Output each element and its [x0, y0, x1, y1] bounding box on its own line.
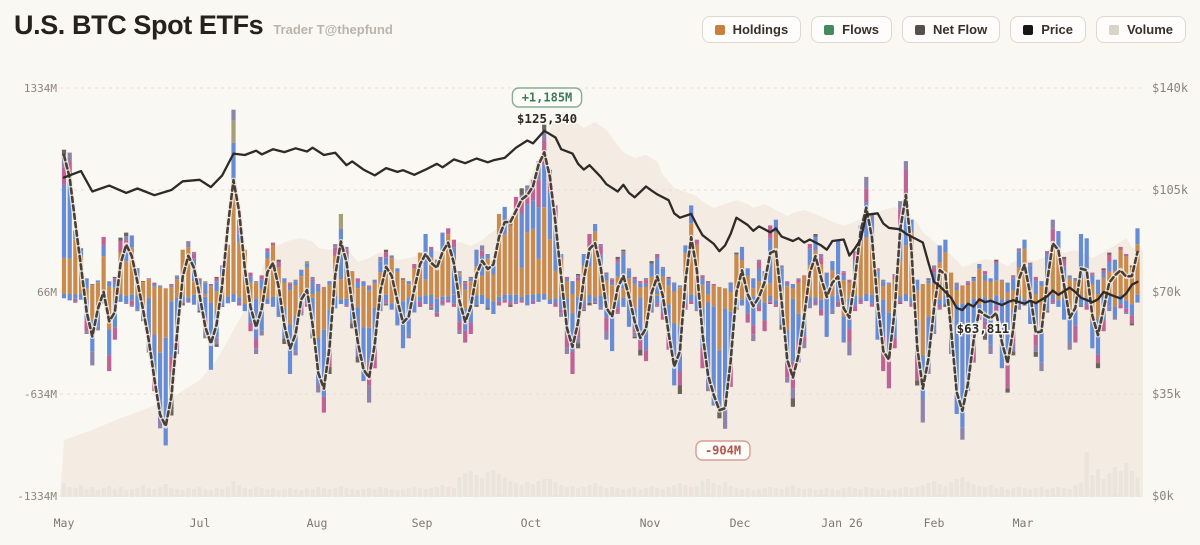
legend-chip-holdings[interactable]: Holdings [701, 16, 802, 43]
svg-text:Oct: Oct [521, 516, 542, 530]
netflow-swatch-icon [915, 24, 926, 35]
legend-chip-volume[interactable]: Volume [1096, 16, 1186, 43]
svg-text:66M: 66M [37, 286, 57, 299]
volume-bars [61, 452, 1140, 497]
annotations: +1,185M $125,340 -904M $63,811 [511, 87, 1011, 461]
legend-label-volume: Volume [1127, 22, 1173, 37]
svg-text:Feb: Feb [924, 516, 945, 530]
svg-text:Mar: Mar [1013, 516, 1034, 530]
page-subtitle: Trader T@thepfund [273, 22, 393, 37]
header: U.S. BTC Spot ETFs Trader T@thepfund [14, 10, 393, 41]
legend: Holdings Flows Net Flow Price Volume [701, 16, 1186, 43]
price-annotation: $125,340 [517, 111, 577, 126]
x-axis-labels: May Jul Aug Sep Oct Nov Dec Jan 26 Feb Mar [54, 516, 1034, 530]
svg-text:$70k: $70k [1152, 285, 1182, 299]
svg-text:Sep: Sep [412, 516, 433, 530]
legend-label-price: Price [1041, 22, 1073, 37]
price-annotation: $63,811 [957, 321, 1010, 336]
net-flow-line [61, 149, 1140, 429]
net-flow-min-badge [695, 440, 751, 461]
svg-text:Aug: Aug [307, 516, 328, 530]
legend-chip-price[interactable]: Price [1010, 16, 1086, 43]
net-flow-max-badge [511, 87, 583, 108]
legend-chip-netflow[interactable]: Net Flow [902, 16, 1001, 43]
svg-text:Dec: Dec [730, 516, 751, 530]
svg-text:$35k: $35k [1152, 387, 1182, 401]
price-line [62, 129, 1139, 312]
page-title: U.S. BTC Spot ETFs [14, 10, 264, 40]
y-axis-right-labels: $140k $105k $70k $35k $0k [1152, 81, 1189, 503]
volume-swatch-icon [1109, 24, 1119, 35]
svg-text:1334M: 1334M [24, 82, 57, 95]
svg-text:$105k: $105k [1152, 183, 1189, 197]
svg-text:-904M: -904M [705, 444, 741, 458]
price-swatch-icon [1023, 24, 1034, 35]
svg-text:Nov: Nov [640, 516, 661, 530]
svg-text:May: May [54, 516, 75, 530]
legend-label-holdings: Holdings [732, 22, 789, 37]
legend-label-netflow: Net Flow [933, 22, 988, 37]
svg-text:$0k: $0k [1152, 489, 1174, 503]
svg-text:$140k: $140k [1152, 81, 1189, 95]
flows-swatch-icon [824, 24, 835, 35]
legend-label-flows: Flows [842, 22, 880, 37]
legend-chip-flows[interactable]: Flows [811, 16, 893, 43]
svg-text:-634M: -634M [24, 388, 57, 401]
svg-text:-1334M: -1334M [17, 490, 57, 503]
svg-text:+1,185M: +1,185M [522, 91, 573, 105]
holdings-swatch-icon [714, 24, 725, 35]
svg-text:Jan 26: Jan 26 [821, 516, 863, 530]
svg-text:Jul: Jul [190, 516, 211, 530]
y-axis-left-labels: 1334M 66M -634M -1334M [17, 82, 57, 503]
